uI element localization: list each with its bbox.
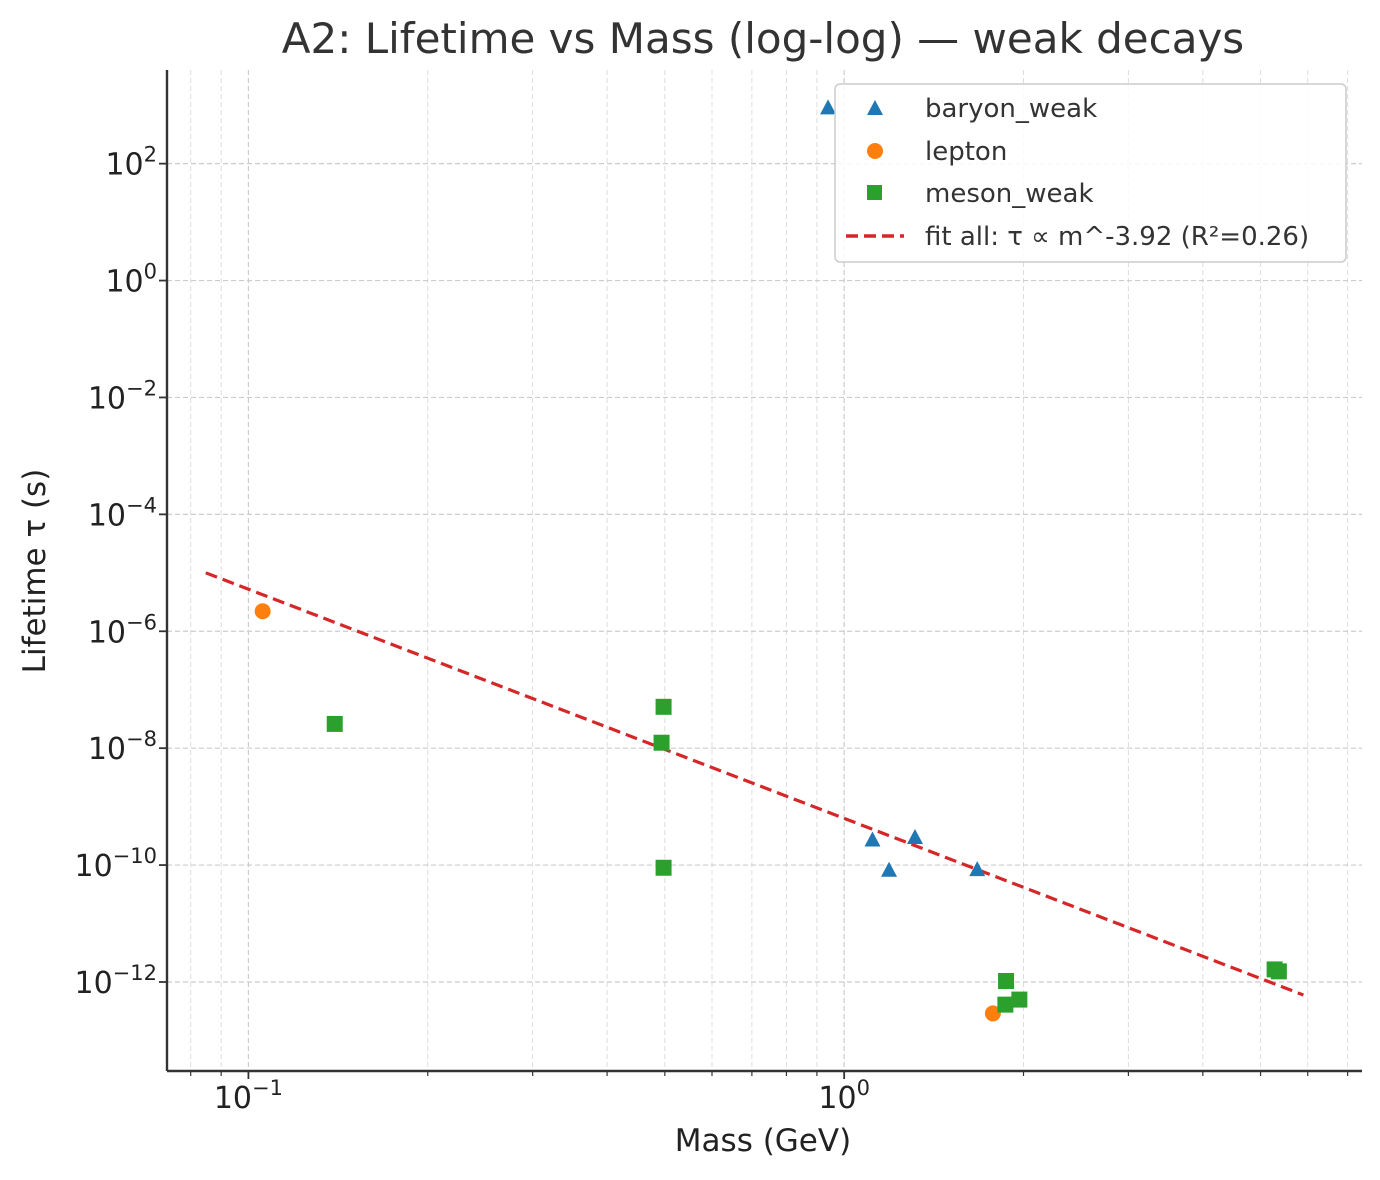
- meson-weak-point: [998, 972, 1015, 989]
- meson-weak-point: [1270, 963, 1287, 980]
- x-tick-label: 10−1: [214, 1076, 283, 1116]
- meson-weak-point: [1011, 991, 1028, 1008]
- fit-line-layer: [205, 571, 1304, 997]
- y-tick-label: 100: [105, 260, 157, 300]
- fit-line: [205, 571, 1304, 997]
- chart-title: A2: Lifetime vs Mass (log-log) — weak de…: [282, 14, 1244, 63]
- legend-marker-baryon-weak: [867, 100, 883, 115]
- legend-label-baryon-weak: baryon_weak: [925, 94, 1097, 124]
- y-tick-label: 10−8: [88, 727, 157, 767]
- baryon-weak-point: [820, 99, 837, 115]
- legend-label-lepton: lepton: [925, 137, 1007, 167]
- meson-weak-point: [653, 734, 670, 751]
- meson-weak-point: [997, 996, 1014, 1013]
- legend-frame: [834, 83, 1347, 263]
- meson-weak-point: [655, 698, 672, 715]
- x-tick-label: 100: [818, 1076, 870, 1116]
- meson-weak-point: [326, 715, 343, 732]
- lepton-point: [254, 603, 271, 620]
- y-tick-label: 102: [105, 143, 157, 183]
- data-points: [254, 99, 1287, 1022]
- grid: [167, 70, 1362, 1071]
- legend-label-fit: fit all: τ ∝ m^-3.92 (R²=0.26): [925, 222, 1309, 252]
- meson-weak-point: [655, 859, 672, 876]
- baryon-weak-point: [864, 831, 881, 847]
- y-tick-label: 10−4: [88, 493, 157, 533]
- legend-marker-lepton: [867, 143, 883, 159]
- y-tick-label: 10−10: [74, 844, 157, 884]
- lepton-point: [984, 1005, 1001, 1022]
- baryon-weak-point: [881, 861, 898, 877]
- y-tick-label: 10−2: [88, 376, 157, 416]
- x-axis-ticks: 10−1 100: [190, 1071, 1349, 1116]
- legend-label-meson-weak: meson_weak: [925, 179, 1094, 209]
- y-axis-ticks: 102 100 10−2 10−4 10−6 10−8 10−10 10−12: [74, 143, 167, 1001]
- legend-marker-meson-weak: [867, 185, 882, 200]
- x-axis-label: Mass (GeV): [675, 1123, 851, 1159]
- baryon-weak-point: [969, 861, 986, 877]
- y-tick-label: 10−6: [88, 610, 157, 650]
- axes-spines: [165, 70, 1362, 1073]
- baryon-weak-point: [906, 829, 923, 845]
- y-axis-label: Lifetime τ (s): [17, 469, 53, 674]
- y-tick-label: 10−12: [74, 961, 157, 1001]
- legend: baryon_weak lepton meson_weak fit all: τ…: [834, 83, 1347, 263]
